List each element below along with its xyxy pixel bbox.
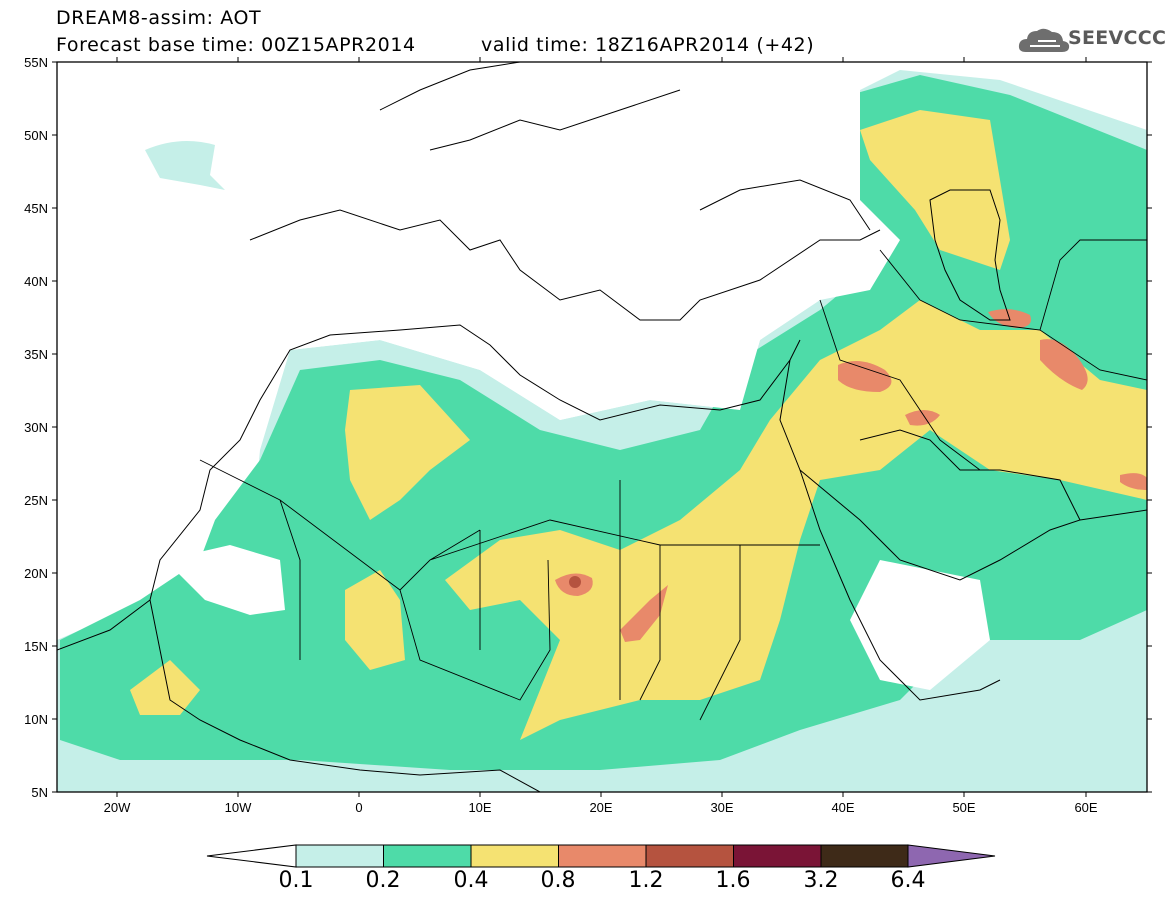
lat-label: 15N	[24, 639, 48, 654]
lat-label: 10N	[24, 712, 48, 727]
colorbar-label: 0.8	[540, 868, 576, 893]
lat-label: 25N	[24, 493, 48, 508]
lat-label: 50N	[24, 128, 48, 143]
lon-label: 30E	[710, 800, 733, 815]
colorbar-swatch	[295, 844, 384, 868]
aot-band-0-1-atlantic	[145, 141, 225, 190]
lat-label: 45N	[24, 201, 48, 216]
aot-clear-mauritania	[165, 545, 285, 615]
caspian-coastline	[929, 189, 1011, 321]
logo-text: SEEVCCC	[1068, 27, 1165, 49]
colorbar-label: 0.2	[365, 868, 401, 893]
colorbar-label: 3.2	[803, 868, 839, 893]
aot-band-0-8-chad	[620, 585, 668, 642]
lon-label: 40E	[831, 800, 854, 815]
borders	[199, 459, 820, 721]
aot-band-0-8-gulf	[905, 410, 940, 426]
aot-band-0-4-guinea	[130, 660, 200, 715]
aot-band-1-2-libya	[569, 576, 581, 588]
colorbar-label: 6.4	[890, 868, 926, 893]
africa-coastline	[57, 324, 1001, 792]
colorbar-swatch	[645, 844, 734, 868]
lon-label: 10E	[468, 800, 491, 815]
lat-label: 30N	[24, 420, 48, 435]
aot-clear-redsea	[850, 560, 990, 690]
map-title: DREAM8-assim: AOT	[56, 7, 262, 29]
lon-label: 20W	[104, 800, 131, 815]
colorbar-swatch	[820, 844, 909, 868]
arabia-coastline	[799, 429, 1147, 581]
colorbar-swatch	[383, 844, 472, 868]
lon-label: 0	[355, 800, 362, 815]
middle-east-borders	[819, 239, 1147, 471]
lat-label: 35N	[24, 347, 48, 362]
lat-label: 20N	[24, 566, 48, 581]
aot-band-0-8-iraq	[838, 361, 892, 392]
colorbar-label: 0.4	[453, 868, 489, 893]
lat-label: 55N	[24, 55, 48, 70]
colorbar-swatch	[733, 844, 822, 868]
lon-label: 10W	[225, 800, 252, 815]
aot-band-0-4-caspian	[860, 110, 1010, 270]
colorbar-under-arrow	[206, 844, 297, 868]
lat-label: 5N	[31, 785, 48, 800]
lat-axis: 55N 50N 45N 40N 35N 30N 25N 20N	[24, 55, 1152, 800]
coastlines	[57, 62, 1147, 792]
cloud-icon	[1018, 28, 1070, 52]
forecast-base-time: Forecast base time: 00Z15APR2014	[56, 34, 416, 56]
colorbar-over-arrow	[907, 844, 996, 868]
valid-time: valid time: 18Z16APR2014 (+42)	[481, 34, 815, 56]
aot-band-0-8-pak	[1120, 473, 1147, 490]
aot-band-0-4-mali	[345, 570, 405, 670]
aot-band-0-4-algeria	[345, 385, 470, 520]
lon-label: 20E	[589, 800, 612, 815]
aot-band-0-8-iran	[1040, 339, 1088, 390]
colorbar-swatch	[558, 844, 647, 868]
colorbar-label: 1.6	[715, 868, 751, 893]
colorbar	[206, 844, 996, 868]
colorbar-label: 1.2	[628, 868, 664, 893]
aot-clear-north	[260, 62, 900, 420]
lon-axis: 20W 10W 0 10E 20E 30E 40E 50E 60E	[104, 57, 1098, 815]
aot-shading	[57, 62, 1147, 792]
europe-coastline	[249, 62, 881, 321]
lat-label: 40N	[24, 274, 48, 289]
lon-label: 60E	[1074, 800, 1097, 815]
colorbar-swatch	[470, 844, 559, 868]
colorbar-label: 0.1	[278, 868, 314, 893]
lon-label: 50E	[952, 800, 975, 815]
